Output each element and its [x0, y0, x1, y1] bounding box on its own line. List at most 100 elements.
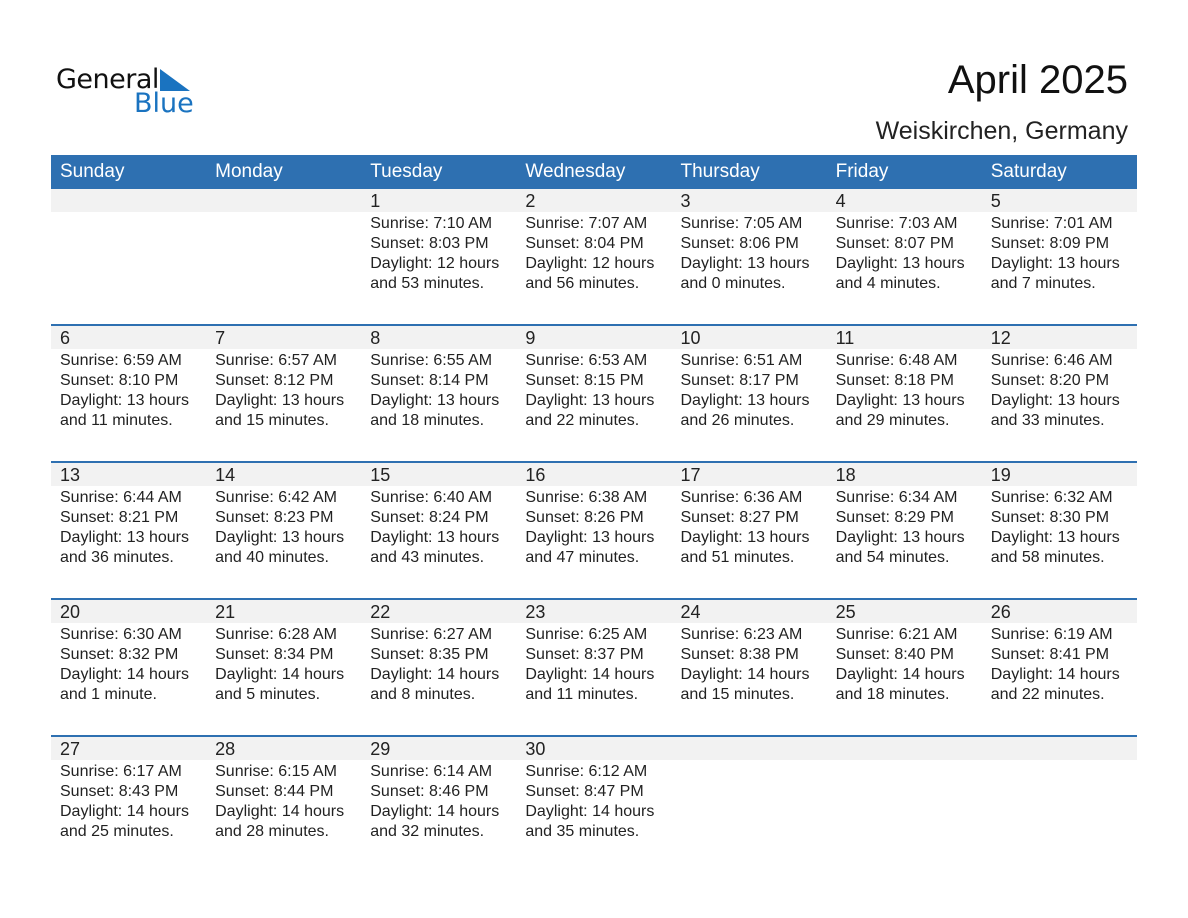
day-number	[206, 189, 362, 212]
day-info: Sunrise: 6:46 AM Sunset: 8:20 PM Daylight:…	[982, 349, 1137, 431]
minutes-text: and 26 minutes.	[680, 412, 795, 429]
day-info: Sunrise: 6:14 AM Sunset: 8:46 PM Daylight:…	[361, 760, 516, 842]
day-number: 5	[981, 189, 1137, 212]
day-info: Sunrise: 6:42 AM Sunset: 8:23 PM Daylight:…	[206, 486, 361, 568]
day-number: 2	[516, 189, 672, 212]
day-number: 25	[826, 600, 982, 623]
day-cell: 23 Sunrise: 6:25 AM Sunset: 8:37 PM Dayligh…	[516, 600, 672, 735]
sunrise-text: Sunrise: 7:10 AM	[370, 215, 493, 232]
minutes-text: and 22 minutes.	[990, 686, 1105, 703]
daylight-text: Daylight: 13 hours	[990, 255, 1120, 272]
sunrise-text: Sunrise: 6:44 AM	[60, 489, 182, 506]
daylight-text: Daylight: 13 hours	[370, 392, 500, 409]
day-cell: 1 Sunrise: 7:10 AM Sunset: 8:03 PM Daylight…	[361, 189, 517, 324]
day-cell: 29 Sunrise: 6:14 AM Sunset: 8:46 PM Dayligh…	[361, 737, 517, 872]
sunrise-text: Sunrise: 6:48 AM	[835, 352, 958, 369]
minutes-text: and 36 minutes.	[60, 549, 174, 566]
day-info: Sunrise: 7:07 AM Sunset: 8:04 PM Daylight:…	[516, 212, 671, 294]
day-info: Sunrise: 7:10 AM Sunset: 8:03 PM Daylight:…	[361, 212, 516, 294]
weekday-header: Sunday Monday Tuesday Wednesday Thursday Frid…	[51, 155, 1137, 189]
minutes-text: and 51 minutes.	[680, 549, 795, 566]
day-info: Sunrise: 7:03 AM Sunset: 8:07 PM Daylight:…	[827, 212, 982, 294]
daylight-text: Daylight: 13 hours	[525, 392, 655, 409]
minutes-text: and 32 minutes.	[370, 823, 485, 840]
sunset-text: Sunset: 8:34 PM	[215, 646, 334, 663]
weekday-thursday: Thursday	[680, 161, 760, 182]
week-row: 27 Sunrise: 6:17 AM Sunset: 8:43 PM Dayligh…	[51, 735, 1137, 872]
sunset-text: Sunset: 8:20 PM	[990, 372, 1110, 389]
minutes-text: and 15 minutes.	[680, 686, 795, 703]
daylight-text: Daylight: 13 hours	[680, 255, 810, 272]
minutes-text: and 28 minutes.	[215, 823, 329, 840]
sunset-text: Sunset: 8:09 PM	[990, 235, 1110, 252]
sunset-text: Sunset: 8:04 PM	[525, 235, 644, 252]
minutes-text: and 53 minutes.	[370, 275, 485, 292]
day-number: 18	[826, 463, 982, 486]
minutes-text: and 5 minutes.	[215, 686, 321, 703]
minutes-text: and 11 minutes.	[60, 412, 173, 429]
day-cell: 15 Sunrise: 6:40 AM Sunset: 8:24 PM Dayligh…	[361, 463, 517, 598]
sunrise-text: Sunrise: 6:55 AM	[370, 352, 493, 369]
day-cell: 28 Sunrise: 6:15 AM Sunset: 8:44 PM Dayligh…	[206, 737, 362, 872]
daylight-text: Daylight: 13 hours	[990, 529, 1120, 546]
day-cell: 2 Sunrise: 7:07 AM Sunset: 8:04 PM Daylight…	[516, 189, 672, 324]
day-info: Sunrise: 6:48 AM Sunset: 8:18 PM Daylight:…	[827, 349, 982, 431]
day-cell: 7 Sunrise: 6:57 AM Sunset: 8:12 PM Daylight…	[206, 326, 362, 461]
daylight-text: Daylight: 14 hours	[525, 803, 655, 820]
daylight-text: Daylight: 13 hours	[835, 392, 965, 409]
day-cell	[206, 189, 362, 324]
page-title: April 2025	[947, 58, 1128, 102]
day-number: 7	[206, 326, 362, 349]
sunset-text: Sunset: 8:23 PM	[215, 509, 334, 526]
day-info: Sunrise: 7:05 AM Sunset: 8:06 PM Daylight:…	[672, 212, 827, 294]
day-info: Sunrise: 6:28 AM Sunset: 8:34 PM Daylight:…	[206, 623, 361, 705]
day-number: 21	[206, 600, 362, 623]
daylight-text: Daylight: 13 hours	[680, 529, 810, 546]
sunset-text: Sunset: 8:27 PM	[680, 509, 799, 526]
day-info: Sunrise: 6:15 AM Sunset: 8:44 PM Daylight:…	[206, 760, 361, 842]
sunrise-text: Sunrise: 6:34 AM	[835, 489, 958, 506]
sunrise-text: Sunrise: 6:15 AM	[215, 763, 337, 780]
day-number	[981, 737, 1137, 760]
sunset-text: Sunset: 8:32 PM	[60, 646, 179, 663]
week-row: 20 Sunrise: 6:30 AM Sunset: 8:32 PM Dayligh…	[51, 598, 1137, 735]
day-cell: 19 Sunrise: 6:32 AM Sunset: 8:30 PM Dayligh…	[981, 463, 1137, 598]
daylight-text: Daylight: 14 hours	[215, 666, 345, 683]
minutes-text: and 25 minutes.	[60, 823, 174, 840]
minutes-text: and 43 minutes.	[370, 549, 485, 566]
minutes-text: and 33 minutes.	[990, 412, 1105, 429]
sunrise-text: Sunrise: 7:03 AM	[835, 215, 958, 232]
sunset-text: Sunset: 8:15 PM	[525, 372, 644, 389]
daylight-text: Daylight: 13 hours	[680, 392, 810, 409]
day-info: Sunrise: 6:57 AM Sunset: 8:12 PM Daylight:…	[206, 349, 361, 431]
sunset-text: Sunset: 8:10 PM	[60, 372, 179, 389]
sunrise-text: Sunrise: 6:40 AM	[370, 489, 493, 506]
sunrise-text: Sunrise: 6:57 AM	[215, 352, 337, 369]
weekday-tuesday: Tuesday	[370, 161, 443, 182]
day-cell: 8 Sunrise: 6:55 AM Sunset: 8:14 PM Daylight…	[361, 326, 517, 461]
day-number: 6	[51, 326, 207, 349]
day-number: 29	[361, 737, 517, 760]
sunset-text: Sunset: 8:37 PM	[525, 646, 644, 663]
day-cell: 13 Sunrise: 6:44 AM Sunset: 8:21 PM Dayligh…	[51, 463, 207, 598]
sunrise-text: Sunrise: 6:25 AM	[525, 626, 648, 643]
daylight-text: Daylight: 13 hours	[835, 529, 965, 546]
day-info: Sunrise: 6:12 AM Sunset: 8:47 PM Daylight:…	[516, 760, 671, 842]
day-cell: 12 Sunrise: 6:46 AM Sunset: 8:20 PM Dayligh…	[981, 326, 1137, 461]
day-cell	[671, 737, 827, 872]
minutes-text: and 15 minutes.	[215, 412, 329, 429]
day-number: 10	[671, 326, 827, 349]
week-row: 13 Sunrise: 6:44 AM Sunset: 8:21 PM Dayligh…	[51, 461, 1137, 598]
day-cell: 30 Sunrise: 6:12 AM Sunset: 8:47 PM Dayligh…	[516, 737, 672, 872]
minutes-text: and 4 minutes.	[835, 275, 941, 292]
sunset-text: Sunset: 8:44 PM	[215, 783, 334, 800]
sunrise-text: Sunrise: 6:46 AM	[990, 352, 1113, 369]
sunrise-text: Sunrise: 7:01 AM	[990, 215, 1113, 232]
day-cell: 4 Sunrise: 7:03 AM Sunset: 8:07 PM Daylight…	[826, 189, 982, 324]
location: Weiskirchen, Germany	[875, 117, 1128, 145]
day-number: 17	[671, 463, 827, 486]
weekday-saturday: Saturday	[990, 161, 1067, 182]
day-cell: 24 Sunrise: 6:23 AM Sunset: 8:38 PM Dayligh…	[671, 600, 827, 735]
daylight-text: Daylight: 13 hours	[370, 529, 500, 546]
minutes-text: and 35 minutes.	[525, 823, 640, 840]
